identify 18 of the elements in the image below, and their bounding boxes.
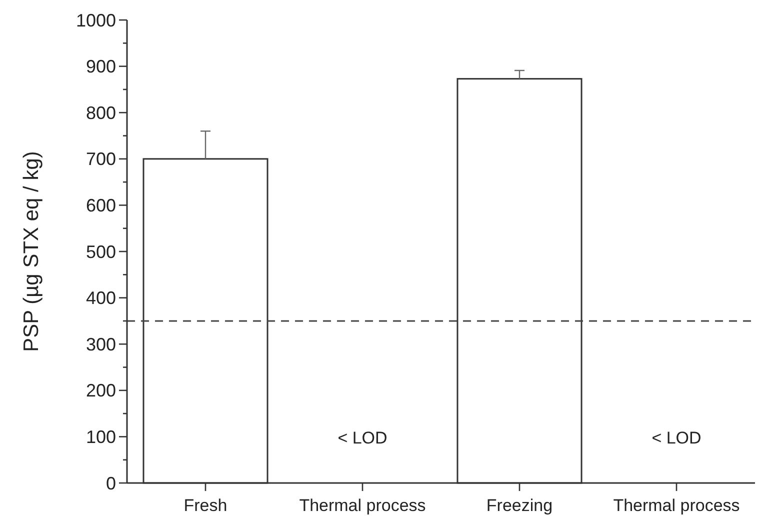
y-tick-label: 100 <box>86 427 116 447</box>
x-tick-label: Thermal process <box>299 496 426 515</box>
y-tick-label: 300 <box>86 334 116 354</box>
text: < LOD <box>338 428 388 448</box>
y-tick-label: 0 <box>106 473 116 494</box>
y-axis-title: PSP (µg STX eq / kg) <box>20 151 43 352</box>
x-tick-label: Freezing <box>486 496 553 515</box>
y-tick-label: 700 <box>86 149 116 170</box>
x-tick-label: Thermal process <box>613 496 740 515</box>
y-tick-label: 500 <box>86 242 116 262</box>
y-tick-label: 1000 <box>76 10 116 30</box>
y-tick-label: 800 <box>86 102 116 123</box>
y-tick-label: 400 <box>86 288 116 308</box>
y-tick-label: 200 <box>86 380 116 401</box>
text: < LOD <box>652 428 702 448</box>
y-tick-label: 600 <box>86 196 116 216</box>
y-tick-label: 900 <box>86 56 116 77</box>
x-tick-label: Fresh <box>184 496 228 515</box>
